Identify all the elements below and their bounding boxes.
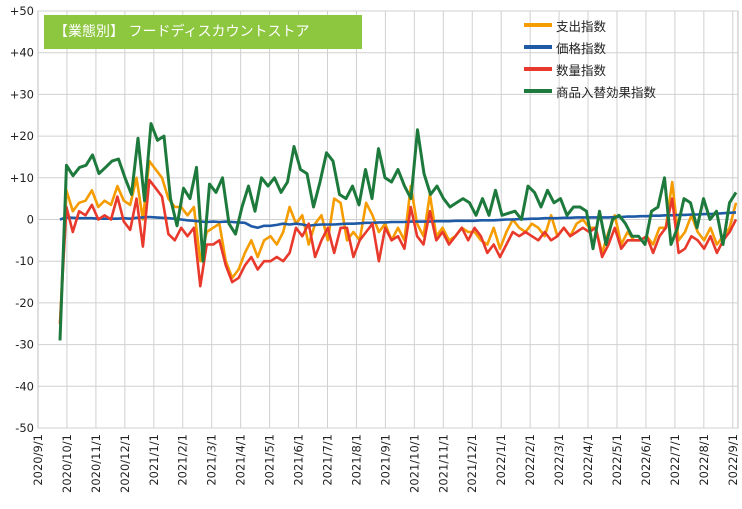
y-tick-label: -40	[15, 379, 34, 393]
legend-label-price: 価格指数	[556, 40, 607, 56]
x-tick-label: 2021/3/1	[205, 434, 219, 486]
y-tick-label: -50	[15, 421, 34, 435]
x-tick-label: 2020/11/1	[89, 434, 103, 493]
series-line-0	[58, 159, 738, 324]
legend-item-quantity: 数量指数	[524, 58, 656, 80]
chart-title: 【業態別】 フードディスカウントストア	[44, 15, 362, 49]
x-tick-label: 2021/9/1	[378, 434, 392, 486]
y-tick-label: +20	[10, 129, 34, 143]
legend: 支出指数 価格指数 数量指数 商品入替効果指数	[524, 14, 656, 102]
x-tick-label: 2020/9/1	[31, 434, 45, 486]
x-tick-label: 2021/4/1	[234, 434, 248, 486]
x-axis: 2020/9/1 2020/10/1 2020/11/1 2020/12/1 2021/…	[31, 434, 740, 493]
x-tick-label: 2022/6/1	[639, 434, 653, 486]
y-tick-label: -30	[15, 338, 34, 352]
x-tick-label: 2021/10/1	[407, 434, 421, 493]
y-tick-label: -20	[15, 296, 34, 310]
y-tick-label: +30	[10, 87, 34, 101]
x-tick-label: 2020/10/1	[60, 434, 74, 493]
series-group	[58, 122, 738, 341]
y-tick-label: +50	[10, 4, 34, 18]
legend-swatch-price	[524, 45, 552, 49]
x-tick-label: 2021/11/1	[436, 434, 450, 493]
x-tick-label: 2022/7/1	[668, 434, 682, 486]
legend-item-price: 価格指数	[524, 36, 656, 58]
legend-item-replacement: 商品入替効果指数	[524, 80, 656, 102]
series-line-1	[59, 211, 737, 230]
y-tick-label: 0	[27, 213, 34, 227]
series-line-2	[58, 178, 738, 324]
x-tick-label: 2021/2/1	[176, 434, 190, 486]
x-tick-label: 2021/12/1	[465, 434, 479, 493]
x-tick-label: 2022/1/1	[494, 434, 508, 486]
x-tick-label: 2020/12/1	[118, 434, 132, 493]
legend-item-spending: 支出指数	[524, 14, 656, 36]
x-tick-label: 2021/7/1	[320, 434, 334, 486]
legend-label-spending: 支出指数	[556, 18, 607, 34]
x-tick-label: 2022/9/1	[726, 434, 740, 486]
x-tick-label: 2022/4/1	[581, 434, 595, 486]
x-tick-label: 2021/6/1	[292, 434, 306, 486]
y-tick-label: +40	[10, 46, 34, 60]
legend-label-replacement: 商品入替効果指数	[556, 84, 657, 100]
x-tick-label: 2022/8/1	[697, 434, 711, 486]
x-tick-label: 2021/5/1	[263, 434, 277, 486]
x-tick-label: 2022/2/1	[523, 434, 537, 486]
legend-swatch-spending	[524, 23, 552, 27]
x-tick-label: 2021/8/1	[349, 434, 363, 486]
y-axis: +50 +40 +30 +20 +10 0 -10 -20 -30 -40 -50	[10, 4, 34, 435]
legend-swatch-replacement	[524, 89, 552, 93]
x-tick-label: 2022/3/1	[552, 434, 566, 486]
y-tick-label: +10	[10, 171, 34, 185]
legend-swatch-quantity	[524, 67, 552, 71]
x-tick-label: 2021/1/1	[147, 434, 161, 486]
series-line-3	[58, 122, 738, 341]
y-tick-label: -10	[15, 254, 34, 268]
legend-label-quantity: 数量指数	[556, 62, 607, 78]
x-tick-label: 2022/5/1	[610, 434, 624, 486]
